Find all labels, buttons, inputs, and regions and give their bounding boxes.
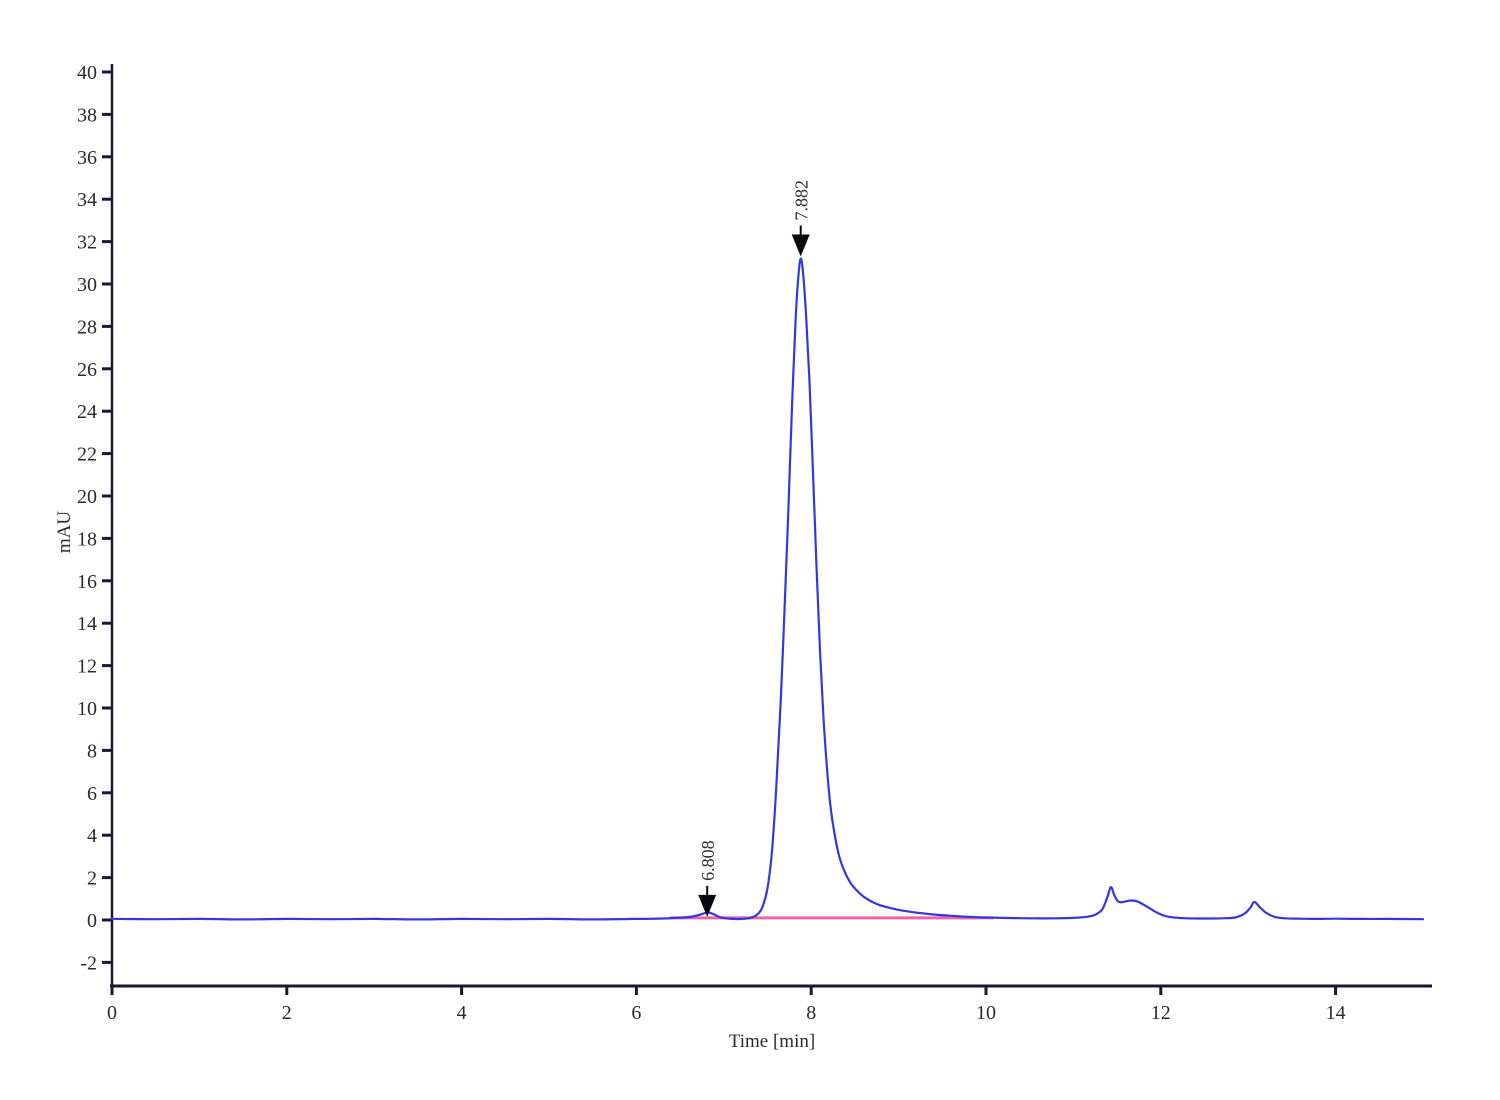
x-tick-label: 12 — [1151, 1002, 1171, 1024]
y-axis-title: mAU — [54, 511, 75, 554]
peak-arrow-icon — [698, 894, 717, 917]
y-tick-label: 22 — [77, 444, 97, 466]
y-tick-label: 18 — [77, 528, 97, 550]
y-tick-label: 40 — [77, 62, 97, 84]
y-tick-label: 14 — [77, 613, 97, 635]
y-tick-label: 6 — [87, 783, 97, 805]
x-tick-label: 8 — [806, 1002, 816, 1024]
x-tick-label: 2 — [282, 1002, 292, 1024]
y-tick-label: 2 — [87, 868, 97, 890]
y-tick-label: 26 — [77, 359, 97, 381]
y-tick-label: 36 — [77, 147, 97, 169]
y-tick-label: 20 — [77, 486, 97, 508]
x-tick-label: 0 — [107, 1002, 117, 1024]
y-tick-label: 0 — [87, 910, 97, 932]
x-axis-title: Time [min] — [729, 1031, 815, 1052]
y-tick-label: 32 — [77, 232, 97, 254]
y-tick-label: 10 — [77, 698, 97, 720]
peak-arrow-icon — [791, 234, 810, 257]
x-tick-label: 10 — [976, 1002, 996, 1024]
y-tick-label: -2 — [80, 952, 97, 974]
signal-trace — [110, 257, 1425, 921]
y-tick-label: 38 — [77, 104, 97, 126]
y-tick-label: 34 — [77, 189, 97, 211]
x-tick-label: 4 — [457, 1002, 467, 1024]
x-tick-label: 6 — [631, 1002, 641, 1024]
peak-retention-label: 7.882 — [792, 180, 812, 221]
y-tick-label: 8 — [87, 740, 97, 762]
y-tick-label: 30 — [77, 274, 97, 296]
y-tick-label: 4 — [87, 825, 97, 847]
y-tick-label: 16 — [77, 571, 97, 593]
y-tick-label: 24 — [77, 401, 97, 423]
y-tick-label: 28 — [77, 316, 97, 338]
peak-retention-label: 6.808 — [698, 840, 718, 881]
y-tick-label: 12 — [77, 656, 97, 678]
x-tick-label: 14 — [1326, 1002, 1346, 1024]
